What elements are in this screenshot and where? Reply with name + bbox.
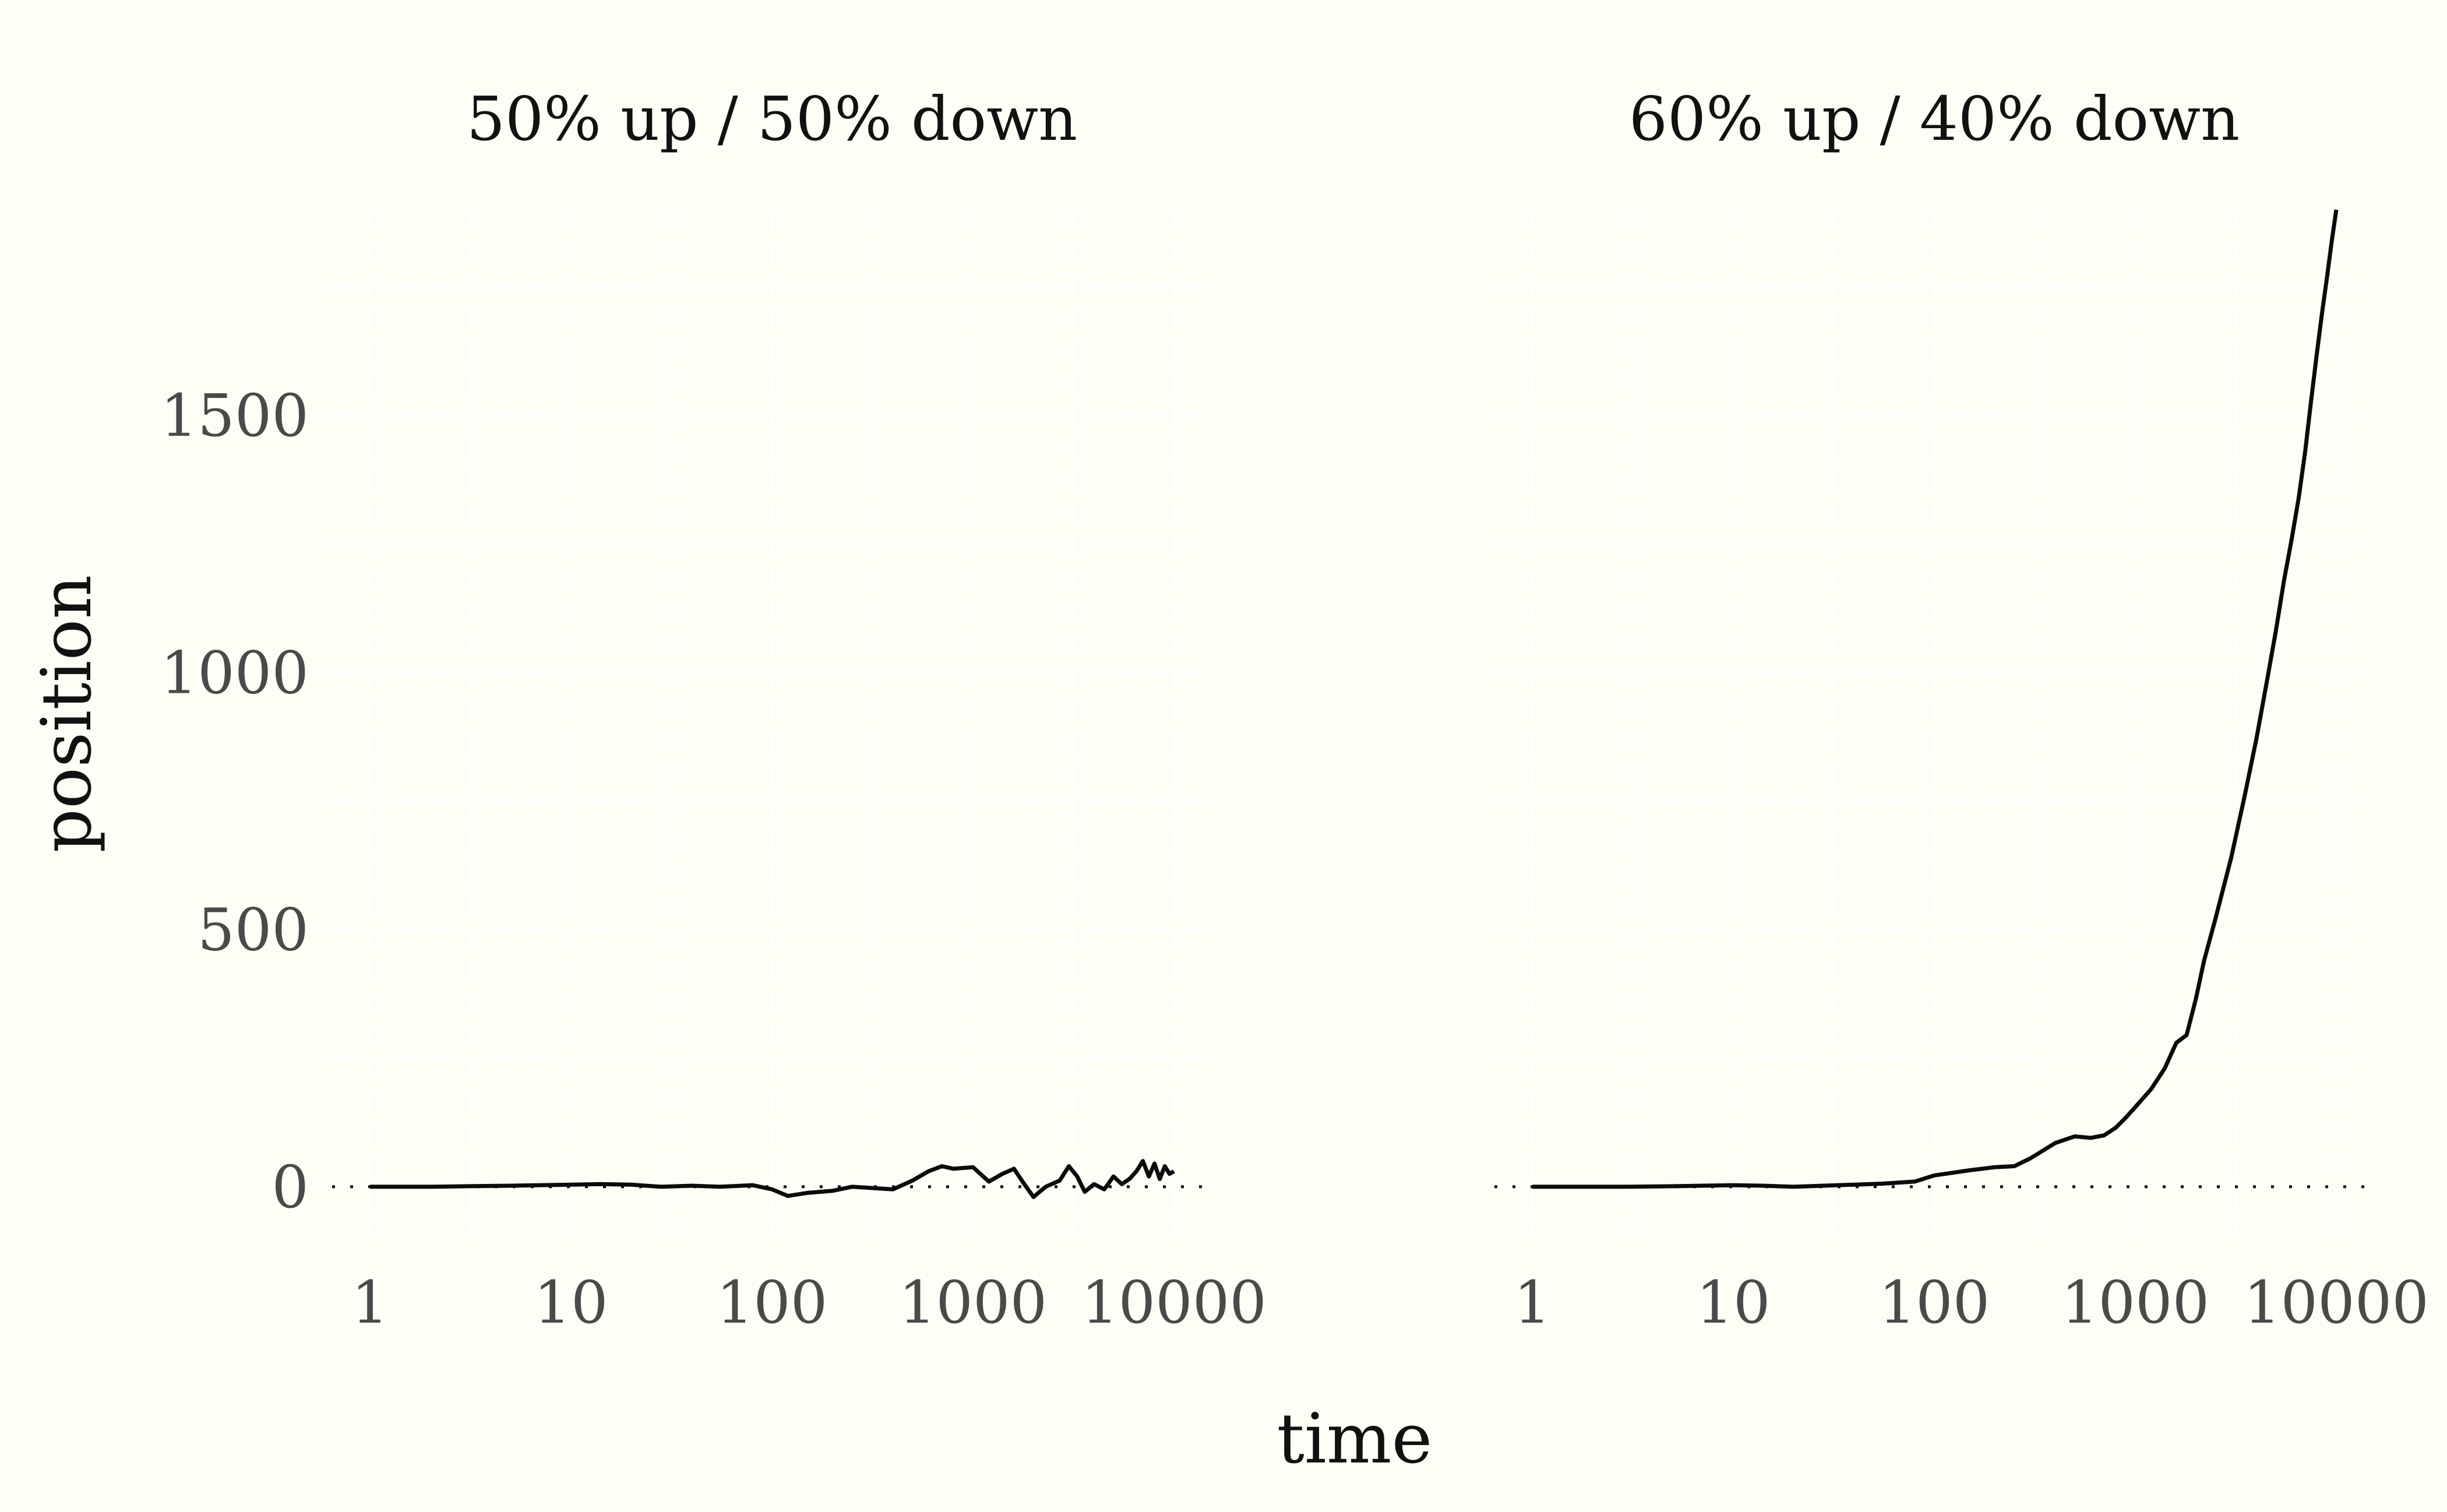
panel-right-grid: [1494, 210, 2374, 1238]
panel-right-x-tick-label-1: 10: [1696, 1268, 1770, 1337]
panel-left-series-line: [370, 1159, 1175, 1199]
panel-right-x-tick-label-4: 10000: [2244, 1268, 2429, 1337]
y-axis-title: position: [26, 575, 107, 852]
panel-left-x-tick-label-4: 10000: [1081, 1268, 1267, 1337]
panel-right: 60% up / 40% down 1 10 100 1000 10000: [1494, 83, 2429, 1337]
y-tick-label-1: 500: [198, 896, 309, 964]
panel-left-x-tick-labels: 1 10 100 1000 10000: [351, 1268, 1267, 1337]
panel-left-x-tick-label-2: 100: [717, 1268, 828, 1337]
y-tick-label-2: 1000: [161, 639, 309, 707]
panel-left: 50% up / 50% down 1 10 100 1000 10000: [332, 83, 1267, 1337]
panel-left-title: 50% up / 50% down: [467, 83, 1077, 154]
panel-right-x-tick-labels: 1 10 100 1000 10000: [1514, 1268, 2429, 1337]
panel-left-grid: [332, 210, 1212, 1238]
panel-right-x-tick-label-3: 1000: [2061, 1268, 2210, 1337]
panel-left-x-tick-label-0: 1: [351, 1268, 389, 1337]
y-tick-label-3: 1500: [161, 382, 309, 450]
panel-right-x-tick-label-2: 100: [1879, 1268, 1990, 1337]
panel-left-x-tick-label-1: 10: [534, 1268, 608, 1337]
panel-right-title: 60% up / 40% down: [1629, 83, 2240, 154]
y-tick-labels: 0 500 1000 1500: [161, 382, 309, 1221]
x-axis-title: time: [1277, 1398, 1433, 1479]
panel-right-x-tick-label-0: 1: [1514, 1268, 1551, 1337]
panel-left-x-tick-label-3: 1000: [899, 1268, 1048, 1337]
y-tick-label-0: 0: [272, 1153, 309, 1221]
panel-right-series-line: [1532, 209, 2339, 1189]
